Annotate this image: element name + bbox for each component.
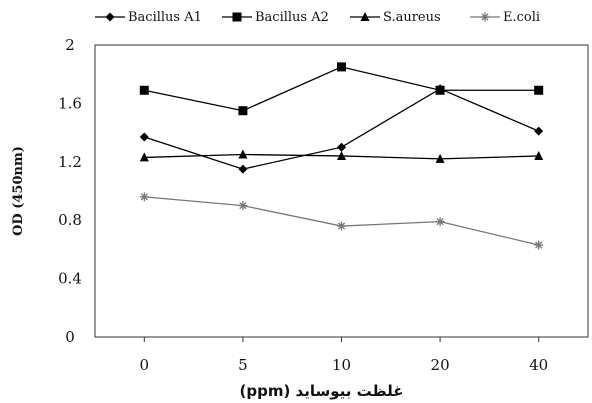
legend-item: S.aureus xyxy=(350,10,441,25)
data-point xyxy=(238,201,248,211)
data-point xyxy=(435,153,445,163)
data-point xyxy=(337,221,346,231)
data-point xyxy=(534,126,544,136)
x-tick-label: 5 xyxy=(238,356,248,374)
data-point xyxy=(337,62,346,72)
y-tick-label: 0 xyxy=(65,328,75,346)
series-line xyxy=(144,66,539,112)
data-point xyxy=(435,217,445,227)
series-s-aureus xyxy=(139,149,544,163)
x-tick-label: 0 xyxy=(140,356,150,374)
data-point xyxy=(337,150,346,160)
legend-label: Bacillus A2 xyxy=(255,10,329,25)
y-tick-label: 2 xyxy=(65,36,75,54)
x-axis-ticks: 0 5 10 20 40 xyxy=(140,337,548,374)
x-tick-label: 40 xyxy=(529,356,548,374)
legend-label: Bacillus A1 xyxy=(128,10,202,25)
data-point xyxy=(238,164,248,174)
data-point xyxy=(435,85,445,95)
legend-label: S.aureus xyxy=(383,10,441,25)
y-tick-label: 0.8 xyxy=(58,211,82,229)
data-point xyxy=(139,192,149,202)
legend-item: Bacillus A2 xyxy=(222,10,329,25)
x-tick-label: 20 xyxy=(431,356,450,374)
y-axis-label: OD (450nm) xyxy=(11,146,26,236)
data-point xyxy=(238,149,248,159)
chart-legend: Bacillus A1 Bacillus A2 S.aureus E.coli xyxy=(95,10,540,25)
data-point xyxy=(139,85,149,95)
legend-marker xyxy=(360,12,370,21)
plot-area-frame xyxy=(94,44,589,338)
y-tick-label: 0.4 xyxy=(58,270,82,288)
data-point xyxy=(534,150,544,160)
legend-marker xyxy=(480,12,490,22)
legend-marker xyxy=(232,12,242,22)
y-axis-ticks: 0 0.4 0.8 1.2 1.6 2 xyxy=(58,36,82,346)
legend-item: E.coli xyxy=(470,10,540,25)
series-line xyxy=(144,196,539,246)
data-point xyxy=(534,85,544,95)
data-point xyxy=(139,152,149,162)
series-layer xyxy=(139,62,544,250)
data-point xyxy=(139,132,149,142)
data-point xyxy=(534,240,544,250)
y-tick-label: 1.6 xyxy=(58,94,82,112)
data-point xyxy=(337,142,346,152)
legend-label: E.coli xyxy=(503,10,540,25)
legend-marker xyxy=(105,12,115,22)
x-axis-label: غلظت بیوساید (ppm) xyxy=(240,382,404,400)
series-bacillus-a1 xyxy=(139,84,544,174)
data-point xyxy=(238,106,248,116)
legend-item: Bacillus A1 xyxy=(95,10,202,25)
x-tick-label: 10 xyxy=(332,356,351,374)
y-tick-label: 1.2 xyxy=(58,153,82,171)
series-e-coli xyxy=(139,192,544,250)
series-bacillus-a2 xyxy=(139,62,544,116)
